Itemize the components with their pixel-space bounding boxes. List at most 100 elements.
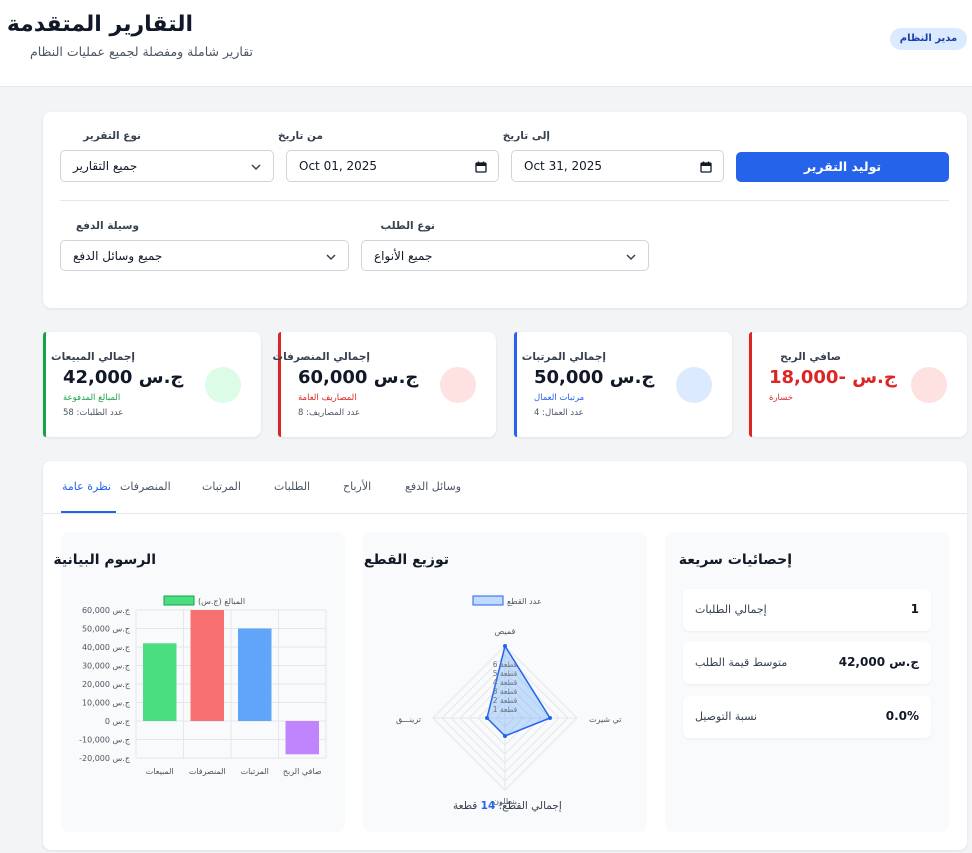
sales-icon: [205, 367, 241, 403]
stat-subtitle: المبالغ المدفوعة: [63, 393, 121, 403]
pieces-panel: توزيع القطع عدد القطع 1 قطعة 2 قطعة 3 قطعة 4…: [363, 532, 647, 832]
generate-report-button[interactable]: توليد التقرير: [736, 152, 949, 182]
y-tick-label: 0 ج.س: [105, 717, 131, 726]
pieces-total-value: 14: [480, 800, 496, 812]
quick-stat-label: متوسط قيمة الطلب: [695, 656, 788, 669]
x-tick-label: المبيعات: [146, 767, 174, 776]
stat-value: ج.س 50,000: [534, 367, 655, 388]
x-tick-label: المرتبات: [241, 767, 269, 776]
report-type-label: نوع التقرير: [83, 130, 141, 142]
radar-axis-label: بنطلون: [493, 797, 517, 806]
stat-card-salaries: إجمالي المرتبات ج.س 50,000 مرتبات العمال…: [514, 332, 732, 437]
report-type-value: جميع التقارير: [73, 159, 138, 173]
quick-stat-row: متوسط قيمة الطلب ج.س 42,000: [683, 642, 931, 684]
radar-point: [503, 644, 507, 648]
stat-count: عدد الطلبات: 58: [63, 408, 124, 418]
y-tick-label: -20,000 ج.س: [79, 754, 131, 763]
bar-chart: المبالغ (ج.س) 60,000 ج.س 50,000 ج.س 40,000 …: [79, 595, 327, 776]
salaries-icon: [676, 367, 712, 403]
stat-subtitle: المصاريف العامة: [298, 393, 357, 403]
order-type-value: جميع الأنواع: [374, 249, 433, 263]
stat-value: ج.س -18,000: [769, 367, 897, 388]
charts-panel: الرسوم البيانية المبالغ (ج.س) 60,000 ج.س 5…: [53, 532, 345, 832]
payment-method-label: وسيلة الدفع: [75, 220, 139, 232]
tab-overview[interactable]: نظرة عامة: [62, 480, 112, 493]
stat-value: ج.س 42,000: [63, 367, 184, 388]
from-date-label: من تاريخ: [277, 130, 323, 142]
pieces-total-label: إجمالي القطع:: [498, 800, 562, 812]
quick-stat-value: ج.س 42,000: [838, 655, 919, 669]
from-date-value: Oct 01, 2025: [299, 159, 377, 173]
bar: [190, 610, 224, 721]
stat-value: ج.س 60,000: [298, 367, 419, 388]
report-type-select[interactable]: جميع التقارير: [60, 150, 274, 182]
stat-accent-bar: [278, 332, 281, 437]
quick-stats-panel: إحصائيات سريعة إجمالي الطلبات 1 متوسط قي…: [665, 532, 949, 832]
quick-stat-row: إجمالي الطلبات 1: [683, 589, 931, 631]
chevron-down-icon: [251, 164, 261, 171]
tab-payment-methods[interactable]: وسائل الدفع: [405, 480, 462, 493]
calendar-icon[interactable]: [699, 160, 713, 174]
quick-stat-value: 1: [910, 602, 919, 616]
x-tick-label: صافي الربح: [283, 767, 322, 776]
tab-orders[interactable]: الطلبات: [274, 480, 311, 493]
quick-stat-label: إجمالي الطلبات: [695, 603, 767, 616]
radar-axis-label: ترينـــق: [396, 715, 421, 724]
chevron-down-icon: [626, 254, 636, 261]
x-tick-label: المنصرفات: [189, 767, 226, 776]
radar-axis-label: تي شيرت: [589, 715, 622, 724]
radar-axis-label: قميص: [495, 627, 516, 636]
legend-label: عدد القطع: [507, 597, 542, 606]
to-date-input[interactable]: Oct 31, 2025: [511, 150, 724, 182]
y-tick-label: 10,000 ج.س: [82, 699, 131, 708]
active-tab-indicator: [61, 511, 116, 513]
page-subtitle: تقارير شاملة ومفصلة لجميع عمليات النظام: [30, 44, 253, 59]
y-tick-label: 60,000 ج.س: [82, 606, 131, 615]
role-badge: مدير النظام: [890, 28, 967, 50]
radar-tick-label: 2 قطعة: [493, 696, 518, 705]
quick-stat-label: نسبة التوصيل: [695, 710, 757, 723]
order-type-select[interactable]: جميع الأنواع: [361, 240, 649, 271]
tab-salaries[interactable]: المرتبات: [202, 480, 241, 493]
y-tick-label: 50,000 ج.س: [82, 625, 131, 634]
payment-method-select[interactable]: جميع وسائل الدفع: [60, 240, 349, 271]
page-title: التقارير المتقدمة: [6, 12, 193, 37]
y-tick-label: 30,000 ج.س: [82, 662, 131, 671]
radar-tick-label: 5 قطعة: [493, 669, 518, 678]
stat-count: عدد المصاريف: 8: [298, 408, 361, 418]
bar: [143, 643, 177, 721]
from-date-input[interactable]: Oct 01, 2025: [286, 150, 499, 182]
radar-point: [548, 716, 552, 720]
tab-profits[interactable]: الأرباح: [343, 480, 372, 493]
stat-card-expenses: إجمالي المنصرفات ج.س 60,000 المصاريف الع…: [273, 332, 496, 437]
stat-count: عدد العمال: 4: [534, 408, 584, 418]
calendar-icon[interactable]: [474, 160, 488, 174]
pieces-total-unit: قطعة: [453, 800, 478, 812]
tab-expenses[interactable]: المنصرفات: [120, 480, 171, 493]
stat-subtitle: مرتبات العمال: [534, 393, 585, 403]
y-tick-label: -10,000 ج.س: [79, 736, 131, 745]
to-date-value: Oct 31, 2025: [524, 159, 602, 173]
stat-accent-bar: [749, 332, 752, 437]
y-tick-label: 40,000 ج.س: [82, 643, 131, 652]
payment-method-value: جميع وسائل الدفع: [73, 249, 163, 263]
quick-stat-value: 0.0%: [885, 709, 919, 723]
radar-tick-label: 6 قطعة: [493, 660, 518, 669]
to-date-label: إلى تاريخ: [502, 130, 550, 142]
legend-swatch: [472, 595, 504, 606]
chevron-down-icon: [326, 254, 336, 261]
filters-divider: [60, 200, 949, 201]
reports-main-card: نظرة عامة المنصرفات المرتبات الطلبات الأ…: [43, 461, 967, 850]
stat-label: إجمالي المنصرفات: [272, 351, 370, 363]
order-type-label: نوع الطلب: [380, 220, 435, 232]
stat-subtitle: خسارة: [769, 393, 793, 403]
pieces-total: إجمالي القطع: 14 قطعة: [453, 800, 562, 812]
profit-icon: [911, 367, 947, 403]
stat-label: صافي الربح: [780, 351, 841, 363]
page-header: التقارير المتقدمة تقارير شاملة ومفصلة لج…: [0, 0, 972, 87]
bar: [238, 628, 272, 721]
radar-point: [503, 734, 507, 738]
stat-card-sales: إجمالي المبيعات ج.س 42,000 المبالغ المدف…: [43, 332, 261, 437]
charts-panel-title: الرسوم البيانية: [53, 552, 156, 568]
stat-label: إجمالي المبيعات: [51, 351, 135, 363]
